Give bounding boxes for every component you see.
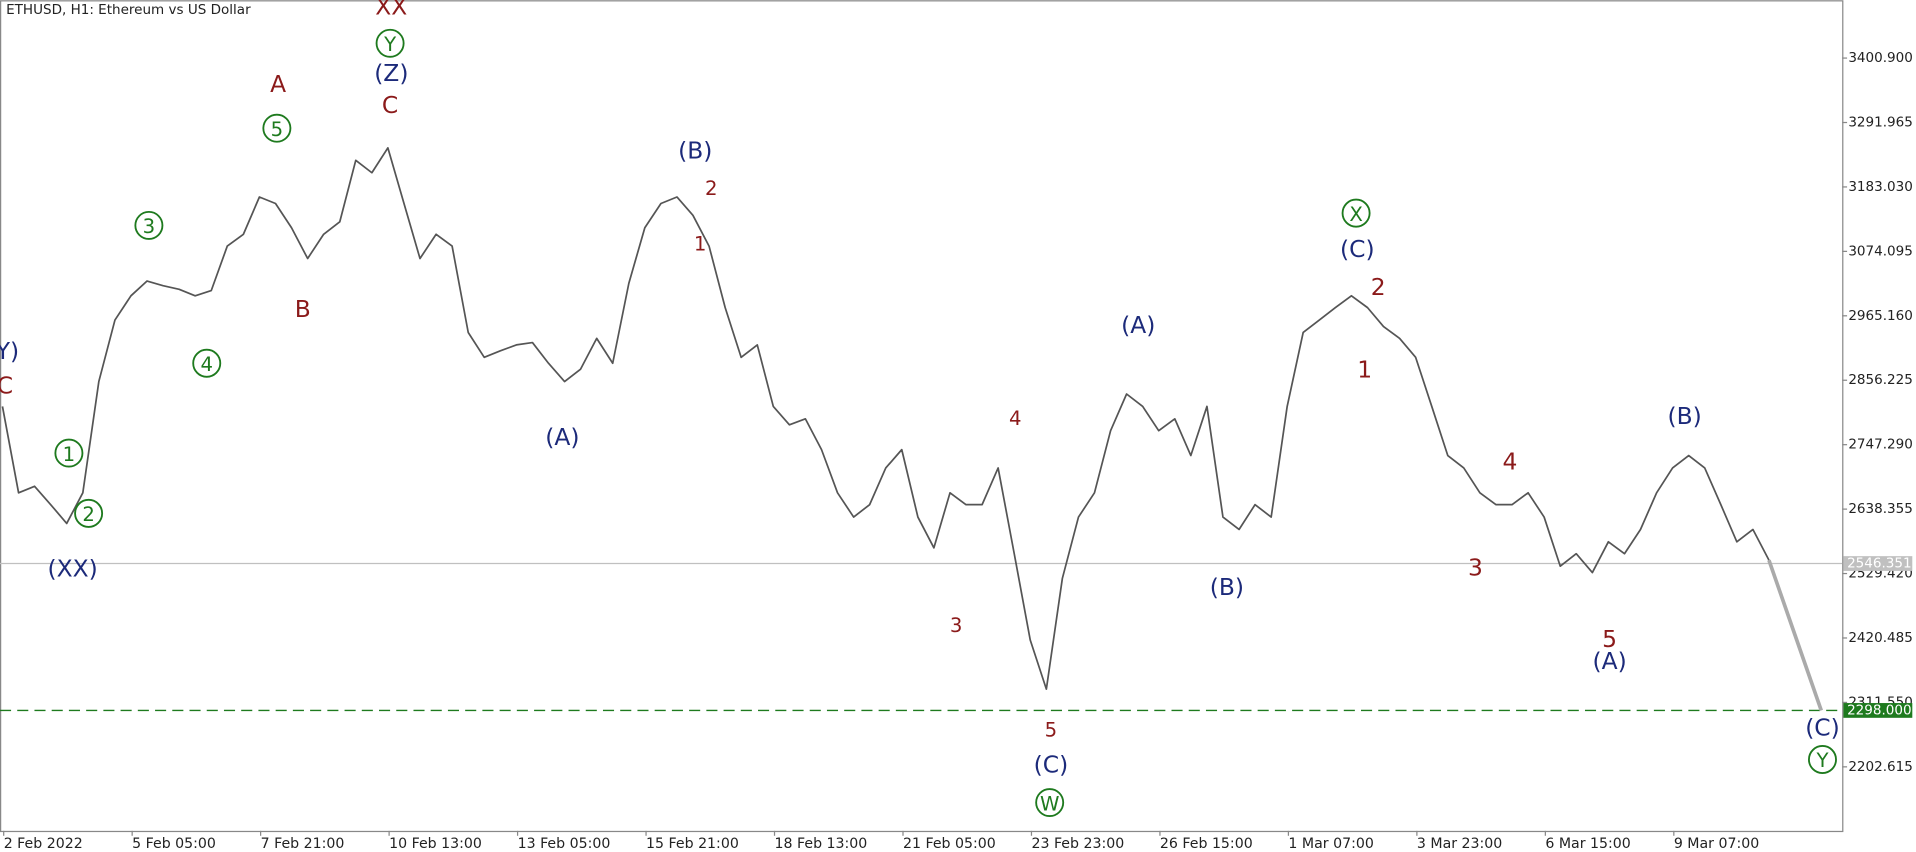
target-box	[1843, 703, 1913, 718]
wave-label: 3	[950, 614, 963, 637]
price-line	[1, 147, 1770, 690]
y-tick-label: 3400.900	[1848, 50, 1913, 66]
current-price-label: 2546.351	[1847, 556, 1912, 572]
wave-label: (B)	[1210, 573, 1244, 601]
current-price-box	[1843, 556, 1913, 571]
y-tick-label: 2965.160	[1848, 308, 1913, 324]
wave-label: 1	[63, 443, 76, 466]
y-tick-label: 2202.615	[1848, 759, 1913, 775]
wave-label: 4	[1009, 407, 1022, 430]
y-tick-label: 2420.485	[1848, 630, 1913, 646]
wave-label: 5	[1602, 625, 1617, 653]
wave-label: Y)	[0, 337, 19, 365]
wave-circle	[54, 438, 84, 468]
wave-label: 4	[1502, 448, 1517, 476]
x-tick-label: 10 Feb 13:00	[389, 836, 482, 852]
wave-label: 1	[694, 232, 707, 255]
wave-circle	[375, 28, 405, 58]
wave-label: C	[382, 91, 398, 119]
chart-title: ETHUSD, H1: Ethereum vs US Dollar	[6, 2, 251, 18]
x-tick-label: 1 Mar 07:00	[1288, 836, 1373, 852]
y-tick-label: 2856.225	[1848, 372, 1913, 388]
wave-label: 3	[143, 215, 156, 238]
x-tick-label: 2 Feb 2022	[4, 836, 83, 852]
wave-label: 5	[271, 118, 284, 141]
x-tick-label: 7 Feb 21:00	[261, 836, 345, 852]
forecast-line	[1767, 559, 1823, 712]
wave-label: 2	[1371, 273, 1386, 301]
x-tick-label: 23 Feb 23:00	[1031, 836, 1124, 852]
wave-label: C	[0, 371, 13, 399]
wave-label: 1	[1357, 355, 1372, 383]
x-tick-label: 18 Feb 13:00	[775, 836, 868, 852]
x-tick-label: 13 Feb 05:00	[518, 836, 611, 852]
wave-label: (B)	[1668, 402, 1702, 430]
wave-circle	[1341, 198, 1371, 228]
wave-label: 2	[82, 503, 95, 526]
wave-label: Y	[1815, 749, 1829, 772]
wave-label: (C)	[1805, 713, 1840, 741]
wave-label: (A)	[1592, 647, 1626, 675]
x-tick-label: 21 Feb 05:00	[903, 836, 996, 852]
y-tick-label: 2638.355	[1848, 501, 1913, 517]
wave-label: (B)	[678, 136, 712, 164]
x-tick-label: 9 Mar 07:00	[1674, 836, 1759, 852]
plot-frame	[0, 0, 1844, 833]
y-tick-label: 3074.095	[1848, 243, 1913, 259]
x-tick-label: 6 Mar 15:00	[1545, 836, 1630, 852]
wave-label: Y	[383, 33, 397, 56]
wave-circle	[262, 113, 292, 143]
x-tick-label: 26 Feb 15:00	[1160, 836, 1253, 852]
wave-label: 4	[200, 353, 213, 376]
wave-label: B	[295, 295, 311, 323]
wave-label: W	[1040, 792, 1059, 815]
wave-label: 5	[1045, 718, 1058, 741]
y-tick-label: 2747.290	[1848, 437, 1913, 453]
wave-circle	[192, 348, 222, 378]
x-tick-label: 3 Mar 23:00	[1417, 836, 1502, 852]
wave-label: 2	[705, 177, 718, 200]
wave-label: (C)	[1340, 235, 1375, 263]
x-tick-label: 15 Feb 21:00	[646, 836, 739, 852]
y-tick-label: 3183.030	[1848, 179, 1913, 195]
wave-label: (A)	[545, 423, 579, 451]
wave-label: (A)	[1121, 311, 1155, 339]
wave-label: 3	[1468, 554, 1483, 582]
wave-label: X	[1349, 203, 1362, 226]
wave-label: A	[270, 70, 286, 98]
wave-label: (C)	[1034, 750, 1069, 778]
target-label: 2298.000	[1847, 702, 1912, 718]
wave-circle	[1035, 788, 1065, 818]
wave-circle	[1808, 745, 1837, 774]
wave-label: (Z)	[374, 59, 408, 87]
wave-label: XX	[375, 0, 407, 20]
wave-circle	[74, 498, 104, 528]
y-tick-label: 3291.965	[1848, 115, 1913, 131]
x-tick-label: 5 Feb 05:00	[132, 836, 216, 852]
wave-label: (XX)	[47, 555, 97, 583]
wave-circle	[134, 210, 164, 240]
